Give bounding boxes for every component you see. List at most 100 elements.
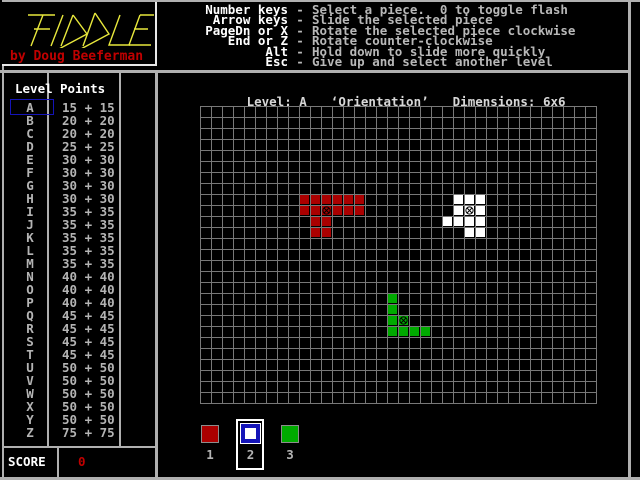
piece-1-cell [322, 217, 331, 226]
instruction-dash: - [296, 43, 304, 59]
piece-1-cell [322, 195, 331, 204]
level-points: 40 + 40 [62, 295, 115, 310]
header-divider [0, 70, 631, 73]
level-points: 50 + 50 [62, 373, 115, 388]
instruction-key: Esc [265, 53, 288, 69]
piece-1-cell [311, 195, 320, 204]
level-letter: Q [26, 308, 34, 323]
border-bottom [0, 477, 640, 480]
selector-piece-1[interactable] [201, 425, 219, 443]
piece-2-cell [465, 217, 474, 226]
level-row-n[interactable]: N 40 + 40 [0, 270, 155, 283]
piece-2-cell [476, 206, 485, 215]
level-row-e[interactable]: E 30 + 30 [0, 153, 155, 166]
level-points: 50 + 50 [62, 360, 115, 375]
level-row-w[interactable]: W 50 + 50 [0, 387, 155, 400]
level-row-t[interactable]: T 45 + 45 [0, 348, 155, 361]
level-points: 30 + 30 [62, 152, 115, 167]
level-row-y[interactable]: Y 50 + 50 [0, 413, 155, 426]
piece-3-cell [388, 294, 397, 303]
instruction-desc: Select a piece. 0 to toggle flash [312, 2, 568, 17]
instruction-dash: - [296, 2, 304, 17]
level-row-u[interactable]: U 50 + 50 [0, 361, 155, 374]
piece-1-center-marker-icon [322, 206, 331, 215]
level-row-k[interactable]: K 35 + 35 [0, 231, 155, 244]
level-row-x[interactable]: X 50 + 50 [0, 400, 155, 413]
level-letter: J [26, 217, 34, 232]
level-row-v[interactable]: V 50 + 50 [0, 374, 155, 387]
level-letter: E [26, 152, 34, 167]
status-level: Level: A [246, 94, 307, 109]
border-top [2, 0, 640, 2]
level-letter: W [26, 386, 34, 401]
level-row-o[interactable]: O 40 + 40 [0, 283, 155, 296]
level-points: 75 + 75 [62, 425, 115, 440]
piece-2-center-marker-icon [465, 206, 474, 215]
instruction-key: End or Z [227, 33, 288, 49]
instructions-panel: Number keys - Select a piece. 0 to toggle … [162, 2, 628, 69]
instruction-desc: Rotate counter-clockwise [312, 33, 493, 49]
level-letter: D [26, 139, 34, 154]
level-letter: S [26, 334, 34, 349]
level-letter: O [26, 282, 34, 297]
piece-1-cell [311, 206, 320, 215]
level-row-d[interactable]: D 25 + 25 [0, 140, 155, 153]
points-column-header: Points [60, 81, 106, 96]
instruction-desc: Slide the selected piece [312, 12, 493, 28]
level-row-c[interactable]: C 20 + 20 [0, 127, 155, 140]
instruction-row: Arrow keys - Slide the selected piece [162, 12, 628, 28]
selector-number-1: 1 [206, 447, 214, 462]
level-letter: L [26, 243, 34, 258]
level-row-m[interactable]: M 35 + 35 [0, 257, 155, 270]
level-points: 45 + 45 [62, 308, 115, 323]
piece-1-cell [355, 195, 364, 204]
level-letter: M [26, 256, 34, 271]
piece-3-cell [421, 327, 430, 336]
level-points: 50 + 50 [62, 412, 115, 427]
level-row-i[interactable]: I 35 + 35 [0, 205, 155, 218]
instruction-dash: - [296, 33, 304, 49]
level-row-q[interactable]: Q 45 + 45 [0, 309, 155, 322]
instruction-key: Number keys [205, 2, 288, 17]
level-row-z[interactable]: Z 75 + 75 [0, 426, 155, 439]
piece-2-cell [454, 206, 463, 215]
level-points: 45 + 45 [62, 321, 115, 336]
level-row-j[interactable]: J 35 + 35 [0, 218, 155, 231]
selector-piece-2[interactable] [241, 424, 260, 443]
level-points: 40 + 40 [62, 269, 115, 284]
instruction-row: Esc - Give up and select another level [162, 53, 628, 69]
level-letter: T [26, 347, 34, 362]
status-level-name: ‘Orientation’ [330, 94, 429, 109]
level-row-f[interactable]: F 30 + 30 [0, 166, 155, 179]
piece-1-cell [333, 206, 342, 215]
level-row-h[interactable]: H 30 + 30 [0, 192, 155, 205]
level-row-r[interactable]: R 45 + 45 [0, 322, 155, 335]
level-row-p[interactable]: P 40 + 40 [0, 296, 155, 309]
level-row-s[interactable]: S 45 + 45 [0, 335, 155, 348]
table-col-divider-1 [47, 73, 49, 447]
instruction-row: Alt - Hold down to slide more quickly [162, 43, 628, 59]
level-row-g[interactable]: G 30 + 30 [0, 179, 155, 192]
level-points: 30 + 30 [62, 178, 115, 193]
piece-3-cell [388, 305, 397, 314]
level-row-l[interactable]: L 35 + 35 [0, 244, 155, 257]
piece-2-cell [443, 217, 452, 226]
level-letter: A [26, 100, 34, 115]
level-row-a[interactable]: A 15 + 15 [0, 101, 155, 114]
piece-2-cell [454, 195, 463, 204]
level-points: 25 + 25 [62, 139, 115, 154]
instruction-key: Arrow keys [212, 12, 288, 28]
selector-piece-3[interactable] [281, 425, 299, 443]
level-row-b[interactable]: B 20 + 20 [0, 114, 155, 127]
instruction-desc: Hold down to slide more quickly [312, 43, 546, 59]
piece-2-cell [465, 195, 474, 204]
level-letter: N [26, 269, 34, 284]
instruction-dash: - [296, 53, 304, 69]
piece-2-cell [465, 228, 474, 237]
level-letter: K [26, 230, 34, 245]
level-points: 45 + 45 [62, 334, 115, 349]
piece-1-cell [311, 217, 320, 226]
level-points: 45 + 45 [62, 347, 115, 362]
level-letter: H [26, 191, 34, 206]
score-col-divider [57, 448, 59, 477]
